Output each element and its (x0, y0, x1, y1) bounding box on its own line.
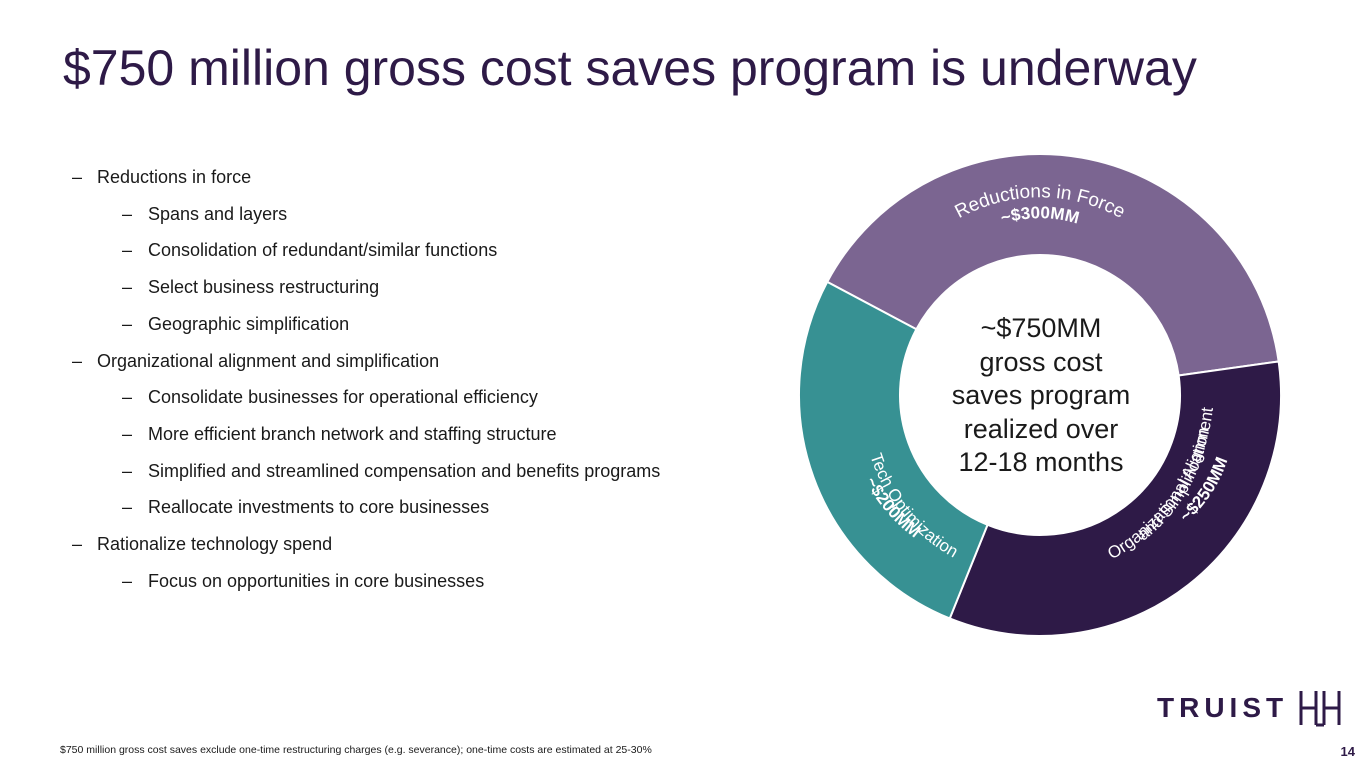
slide-title: $750 million gross cost saves program is… (63, 40, 1197, 96)
bullet-dash: – (122, 387, 133, 408)
bullet-dash: – (122, 570, 133, 591)
bullet-text: Geographic simplification (148, 313, 350, 334)
bullet-dash: – (122, 460, 133, 481)
bullet-dash: – (122, 277, 133, 298)
sub-bullet-item: – Focus on opportunities in core business… (72, 563, 660, 600)
sub-bullet-item: – More efficient branch network and staff… (72, 416, 660, 453)
center-line: saves program (951, 380, 1131, 410)
logo-wordmark: TRUIST (1157, 692, 1289, 723)
bullet-text: Simplified and streamlined compensation … (148, 460, 661, 481)
bullet-text: Select business restructuring (148, 277, 380, 298)
bullet-item: – Organizational alignment and simplifica… (72, 343, 660, 380)
donut-slice-0 (825, 153, 1280, 377)
bullet-text: Reductions in force (97, 167, 252, 187)
bullet-item: – Rationalize technology spend (72, 526, 660, 563)
sub-bullet-item: – Consolidate businesses for operational … (72, 379, 660, 416)
center-line: 12-18 months (958, 447, 1124, 477)
truist-logo: TRUIST (1157, 688, 1342, 728)
bullet-text: Rationalize technology spend (97, 534, 333, 555)
bullet-text: Spans and layers (148, 203, 288, 224)
sub-bullet-item: – Reallocate investments to core business… (72, 489, 660, 526)
sub-bullet-item: – Consolidation of redundant/similar func… (72, 232, 660, 269)
bullet-text: Consolidate businesses for operational e… (148, 387, 538, 408)
bullet-dash: – (72, 534, 83, 555)
bullet-dash: – (122, 313, 133, 334)
bullet-dash: – (122, 423, 133, 444)
center-line: realized over (963, 413, 1119, 444)
bullet-text: Reallocate investments to core businesse… (148, 497, 490, 518)
footnote: $750 million gross cost saves exclude on… (60, 744, 652, 756)
bullet-item: – Reductions in force (72, 159, 660, 196)
center-line: ~$750MM (980, 313, 1102, 343)
bullet-dash: – (122, 203, 133, 224)
bullet-text: Organizational alignment and simplificat… (97, 350, 440, 371)
donut-center-label: ~$750MM gross cost saves program realize… (925, 312, 1157, 480)
donut-slice-1 (948, 360, 1282, 637)
bullet-list: – Reductions in force – Spans and layers … (72, 159, 660, 599)
sub-bullet-item: – Simplified and streamlined compensation… (72, 453, 660, 490)
sub-bullet-item: – Spans and layers (72, 196, 660, 233)
bullet-dash: – (72, 167, 83, 187)
bullet-dash: – (122, 240, 133, 261)
page-number: 14 (1340, 744, 1355, 759)
bullet-text: More efficient branch network and staffi… (148, 423, 557, 444)
donut-chart: Reductions in Force ~$300MM Organization… (798, 153, 1282, 637)
bullet-text: Consolidation of redundant/similar funct… (148, 240, 498, 261)
sub-bullet-item: – Select business restructuring (72, 269, 660, 306)
bullet-dash: – (72, 350, 83, 371)
sub-bullet-item: – Geographic simplification (72, 306, 660, 343)
bullet-text: Focus on opportunities in core businesse… (148, 570, 485, 591)
truist-logo-icon (1299, 691, 1341, 727)
donut-slice-2 (798, 280, 989, 620)
center-line: gross cost (979, 346, 1103, 377)
bullet-dash: – (122, 497, 133, 518)
